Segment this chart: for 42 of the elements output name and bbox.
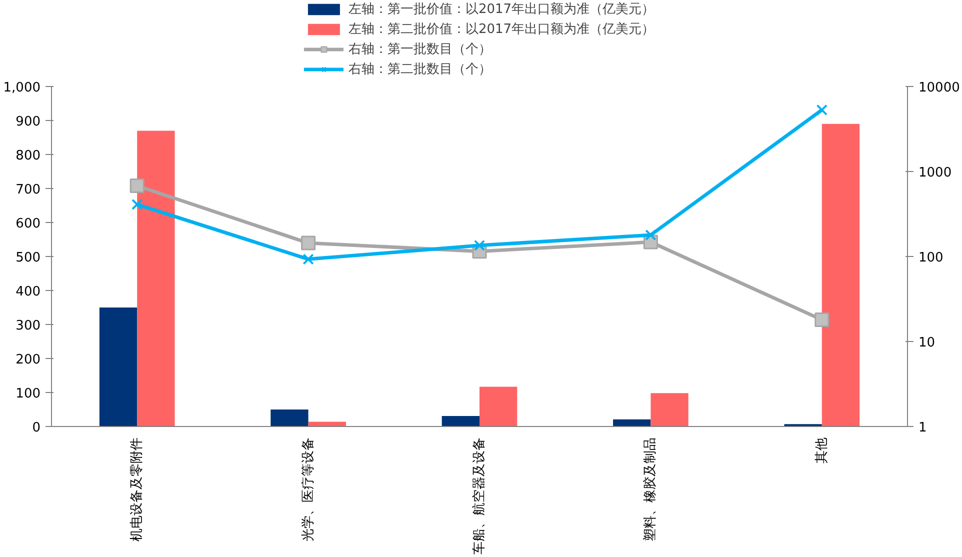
x-tick-label: 光学、医疗等设备 <box>300 438 316 542</box>
point <box>130 178 144 193</box>
point <box>132 198 143 210</box>
bar <box>308 422 346 426</box>
point <box>814 312 830 328</box>
y-tick-label: 300 <box>16 318 41 334</box>
legend-label: 左轴：第一批价值：以2017年出口额为准（亿美元） <box>348 1 655 18</box>
bar <box>613 419 651 426</box>
point <box>474 240 486 252</box>
legend-label: 右轴：第二批数目（个） <box>348 61 492 78</box>
bar <box>99 308 138 426</box>
point <box>301 236 316 250</box>
point <box>645 229 656 241</box>
y2-tick-label: 1 <box>918 420 927 436</box>
bar <box>442 416 480 426</box>
y2-tick-label: 10000 <box>918 80 960 96</box>
y-tick-label: 1,000 <box>3 80 40 96</box>
point <box>302 254 314 265</box>
x-tick-label: 机电设备及零附件 <box>130 438 145 542</box>
bar <box>822 124 860 426</box>
y-tick-label: 600 <box>16 216 41 232</box>
y-tick-label: 900 <box>16 114 41 130</box>
y-tick-label: 700 <box>16 182 41 198</box>
bar <box>650 393 688 426</box>
point <box>816 104 828 116</box>
bar <box>480 386 518 426</box>
y-tick-label: 800 <box>16 148 41 164</box>
y2-tick-label: 10 <box>918 336 936 350</box>
legend-label: 左轴：第二批价值：以2017年出口额为准（亿美元） <box>348 21 655 38</box>
x-tick-label: 车船、航空器及设备 <box>472 438 487 554</box>
y-tick-label: 200 <box>16 352 41 368</box>
y2-tick-label: 100 <box>918 250 944 266</box>
y2-tick-label: 1000 <box>918 166 952 180</box>
y-tick-label: 0 <box>32 420 41 436</box>
legend-label: 右轴：第一批数目（个） <box>348 41 492 58</box>
x-tick-label: 其他 <box>814 438 830 464</box>
bar <box>270 410 308 426</box>
x-tick-label: 塑料、橡胶及制品 <box>642 438 658 542</box>
y-tick-label: 100 <box>16 386 41 402</box>
y-tick-label: 500 <box>16 250 41 266</box>
y-tick-label: 400 <box>16 284 41 300</box>
bar <box>137 130 175 426</box>
